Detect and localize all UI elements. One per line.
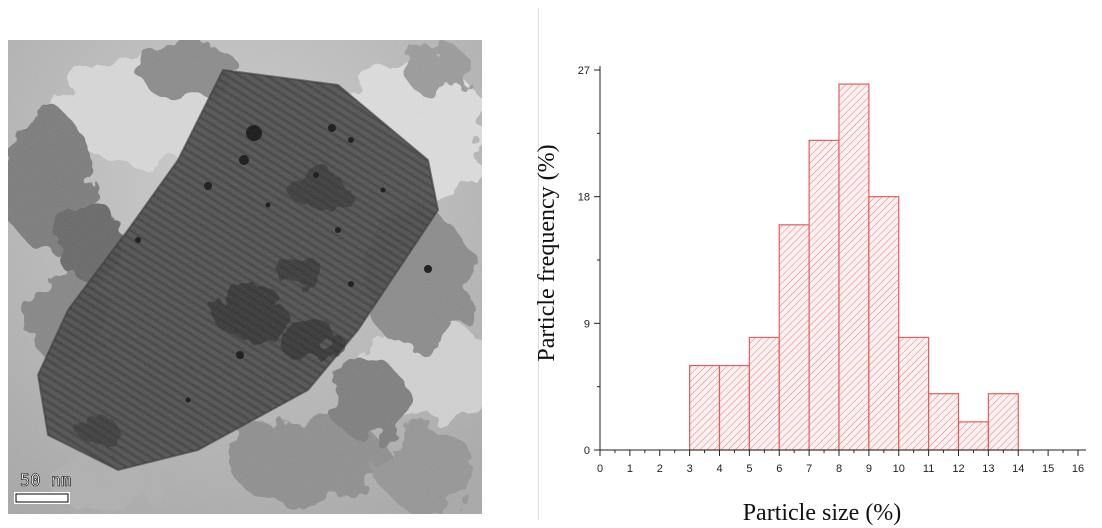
histogram-bar-5-6 [748,336,780,451]
y-tick-label-9: 9 [584,318,590,330]
histogram-bar-10-11 [898,336,930,451]
histogram-bar-9-10 [868,196,900,451]
histogram-bar-7-8 [808,139,840,451]
x-tick-label-10: 10 [893,463,905,475]
x-tick-label-1: 1 [627,463,633,475]
x-tick-label-11: 11 [923,463,934,475]
x-tick-label-16: 16 [1072,463,1084,475]
histogram-bar-6-7 [778,224,810,451]
y-tick-label-0: 0 [584,445,590,457]
x-tick-label-15: 15 [1042,463,1054,475]
y-axis-label: Particle frequency (%) [534,144,560,361]
histogram-panel: 0 9 18 27 0 1 2 3 4 5 6 7 8 9 10 11 12 13 14 15 16 Particle … [520,0,1102,528]
micrograph-image: 50 nm [8,40,482,514]
x-tick-label-8: 8 [836,463,842,475]
x-tick-label-12: 12 [952,463,964,475]
x-tick-label-2: 2 [657,463,663,475]
panel-divider [538,8,539,520]
x-tick-label-9: 9 [866,463,872,475]
x-tick-label-0: 0 [597,463,603,475]
tem-micrograph: 50 nm [8,40,482,514]
x-tick-label-5: 5 [746,463,752,475]
y-tick-label-18: 18 [578,192,590,204]
x-tick-label-13: 13 [982,463,994,475]
histogram-bar-3-4 [689,364,721,451]
x-tick-label-6: 6 [776,463,782,475]
x-axis-label: Particle size (%) [743,500,902,526]
histogram-bar-13-14 [987,393,1019,451]
histogram-bar-11-12 [928,393,960,451]
histogram-bars [689,83,1019,451]
histogram-bar-4-5 [718,364,750,451]
histogram-bar-12-13 [957,421,989,451]
x-tick-label-14: 14 [1012,463,1024,475]
scale-bar [14,492,70,504]
x-tick-label-3: 3 [687,463,693,475]
histogram-bar-8-9 [838,83,870,451]
x-tick-label-7: 7 [806,463,812,475]
y-tick-label-27: 27 [578,65,590,77]
scale-bar-label: 50 nm [20,471,71,491]
x-tick-label-4: 4 [716,463,722,475]
